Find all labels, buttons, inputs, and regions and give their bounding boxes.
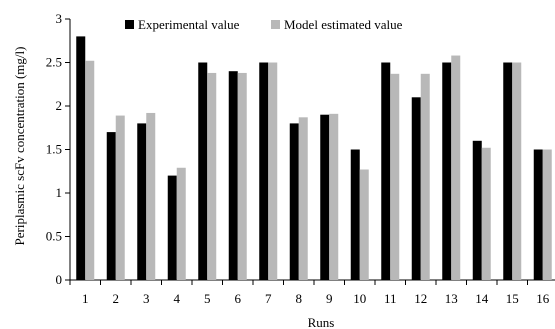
bar-model-run-16 <box>542 149 552 280</box>
x-tick-label: 2 <box>113 291 120 306</box>
bar-model-run-15 <box>512 62 522 280</box>
bar-experimental-run-7 <box>259 62 269 280</box>
legend-swatch-experimental <box>125 20 134 29</box>
bar-experimental-run-14 <box>472 140 482 280</box>
bar-model-run-1 <box>85 60 95 281</box>
x-tick-label: 9 <box>326 291 333 306</box>
bar-experimental-run-12 <box>411 97 421 280</box>
bar-experimental-run-9 <box>320 114 330 280</box>
bar-model-run-7 <box>268 62 278 280</box>
legend-label-model: Model estimated value <box>284 17 403 32</box>
bar-model-run-6 <box>237 72 247 280</box>
bar-model-run-9 <box>329 113 339 280</box>
y-tick-label: 1 <box>56 185 63 200</box>
y-tick-label: 0 <box>56 272 63 287</box>
bar-model-run-11 <box>390 73 400 280</box>
bar-model-run-2 <box>115 115 125 280</box>
bar-model-run-5 <box>207 72 217 280</box>
y-axis-title: Periplasmic scFv concentration (mg/l) <box>12 47 27 246</box>
y-tick-label: 0.5 <box>46 229 62 244</box>
y-tick-label: 3 <box>56 11 63 26</box>
bar-experimental-run-4 <box>167 175 177 280</box>
x-tick-label: 8 <box>296 291 303 306</box>
x-axis-title: Runs <box>308 315 335 329</box>
bar-experimental-run-2 <box>106 132 116 280</box>
bar-model-run-13 <box>451 55 461 280</box>
x-tick-label: 3 <box>143 291 150 306</box>
bar-experimental-run-5 <box>198 62 208 280</box>
bar-model-run-10 <box>359 169 369 280</box>
bar-experimental-run-10 <box>350 149 360 280</box>
x-tick-label: 6 <box>235 291 242 306</box>
x-tick-label: 12 <box>414 291 427 306</box>
x-axis: 1 2 3 4 5 6 7 8 9 10 11 12 13 14 15 16 <box>69 279 555 306</box>
bar-experimental-run-15 <box>503 62 513 280</box>
x-tick-label: 10 <box>353 291 366 306</box>
x-tick-label: 5 <box>204 291 211 306</box>
x-tick-label: 4 <box>174 291 181 306</box>
x-tick-label: 13 <box>445 291 458 306</box>
bar-model-run-4 <box>176 167 186 280</box>
x-tick-label: 7 <box>265 291 272 306</box>
bars <box>76 36 552 281</box>
bar-model-run-8 <box>298 117 308 280</box>
bar-experimental-run-3 <box>137 123 147 281</box>
legend: Experimental value Model estimated value <box>125 17 403 32</box>
bar-experimental-run-16 <box>533 149 543 280</box>
bar-experimental-run-1 <box>76 36 86 281</box>
y-tick-label: 2.5 <box>46 55 62 70</box>
bar-model-run-14 <box>481 147 491 280</box>
y-axis: 0 0.5 1 1.5 2 2.5 3 <box>46 11 71 287</box>
x-tick-label: 14 <box>475 291 489 306</box>
bar-experimental-run-6 <box>228 71 238 280</box>
x-tick-label: 16 <box>536 291 550 306</box>
x-tick-label: 11 <box>384 291 397 306</box>
x-tick-label: 1 <box>82 291 89 306</box>
bar-model-run-3 <box>146 112 156 281</box>
x-tick-label: 15 <box>506 291 519 306</box>
bar-experimental-run-13 <box>442 62 452 280</box>
bar-model-run-12 <box>420 73 430 280</box>
bar-experimental-run-8 <box>289 123 299 281</box>
y-tick-label: 2 <box>56 98 63 113</box>
bar-experimental-run-11 <box>381 62 391 280</box>
legend-label-experimental: Experimental value <box>138 17 240 32</box>
y-tick-label: 1.5 <box>46 142 62 157</box>
legend-swatch-model <box>271 20 280 29</box>
